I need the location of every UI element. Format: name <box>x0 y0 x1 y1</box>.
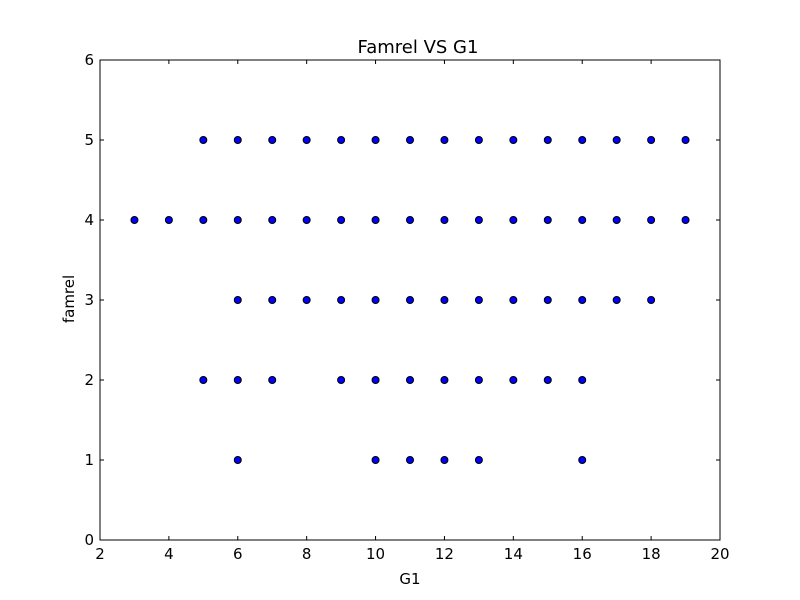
scatter-point <box>302 296 311 304</box>
x-tick-label: 6 <box>233 545 243 563</box>
y-tick-label: 0 <box>84 531 94 549</box>
x-tick-label: 8 <box>302 545 312 563</box>
scatter-point <box>647 136 656 144</box>
scatter-point <box>233 376 242 384</box>
scatter-point <box>612 136 621 144</box>
scatter-point <box>647 296 656 304</box>
scatter-point <box>164 216 173 224</box>
scatter-point <box>371 216 380 224</box>
scatter-point <box>543 376 552 384</box>
scatter-point <box>268 216 277 224</box>
x-tick-label: 4 <box>164 545 174 563</box>
scatter-point <box>371 136 380 144</box>
x-tick-label: 20 <box>710 545 729 563</box>
scatter-point <box>578 136 587 144</box>
scatter-point <box>268 136 277 144</box>
chart-title: Famrel VS G1 <box>358 37 479 58</box>
x-tick-label: 2 <box>95 545 105 563</box>
scatter-point <box>578 216 587 224</box>
scatter-point <box>509 296 518 304</box>
data-points <box>130 136 690 464</box>
scatter-point <box>199 136 208 144</box>
scatter-point <box>233 456 242 464</box>
x-axis-label: G1 <box>399 570 420 588</box>
scatter-point <box>440 376 449 384</box>
scatter-point <box>406 216 414 224</box>
scatter-point <box>440 136 449 144</box>
x-tick-label: 16 <box>573 545 592 563</box>
scatter-point <box>199 216 208 224</box>
scatter-point <box>681 136 690 144</box>
y-tick-label: 3 <box>84 291 94 309</box>
scatter-point <box>509 136 518 144</box>
scatter-point <box>543 136 552 144</box>
scatter-point <box>371 456 380 464</box>
y-tick-label: 4 <box>84 211 94 229</box>
scatter-point <box>233 136 242 144</box>
scatter-point <box>199 376 208 384</box>
x-tick-label: 12 <box>435 545 454 563</box>
scatter-point <box>371 296 380 304</box>
scatter-point <box>337 296 346 304</box>
scatter-point <box>337 216 346 224</box>
scatter-point <box>406 296 414 304</box>
scatter-point <box>440 296 449 304</box>
y-tick-label: 6 <box>84 51 94 69</box>
y-tick-label: 1 <box>84 451 94 469</box>
scatter-point <box>302 216 311 224</box>
x-tick-label: 10 <box>366 545 385 563</box>
scatter-point <box>509 216 518 224</box>
scatter-point <box>578 456 587 464</box>
scatter-point <box>612 216 621 224</box>
y-tick-label: 5 <box>84 131 94 149</box>
scatter-point <box>578 376 587 384</box>
scatter-point <box>612 296 621 304</box>
scatter-point <box>337 136 346 144</box>
scatter-point <box>302 136 311 144</box>
scatter-point <box>440 216 449 224</box>
x-tick-label: 14 <box>504 545 523 563</box>
scatter-point <box>543 296 552 304</box>
scatter-point <box>406 456 414 464</box>
scatter-point <box>509 376 518 384</box>
scatter-point <box>474 296 483 304</box>
scatter-point <box>440 456 449 464</box>
scatter-point <box>578 296 587 304</box>
scatter-point <box>406 136 414 144</box>
scatter-point <box>474 216 483 224</box>
scatter-point <box>474 376 483 384</box>
scatter-point <box>337 376 346 384</box>
plot-frame <box>99 59 721 541</box>
scatter-point <box>371 376 380 384</box>
scatter-point <box>268 296 277 304</box>
scatter-point <box>233 216 242 224</box>
scatter-point <box>233 296 242 304</box>
y-axis-label: famrel <box>60 275 78 323</box>
scatter-point <box>406 376 414 384</box>
y-tick-label: 2 <box>84 371 94 389</box>
scatter-point <box>647 216 656 224</box>
scatter-point <box>474 136 483 144</box>
x-tick-label: 18 <box>642 545 661 563</box>
scatter-point <box>130 216 139 224</box>
scatter-point <box>474 456 483 464</box>
scatter-point <box>543 216 552 224</box>
scatter-point <box>268 376 277 384</box>
scatter-point <box>681 216 690 224</box>
